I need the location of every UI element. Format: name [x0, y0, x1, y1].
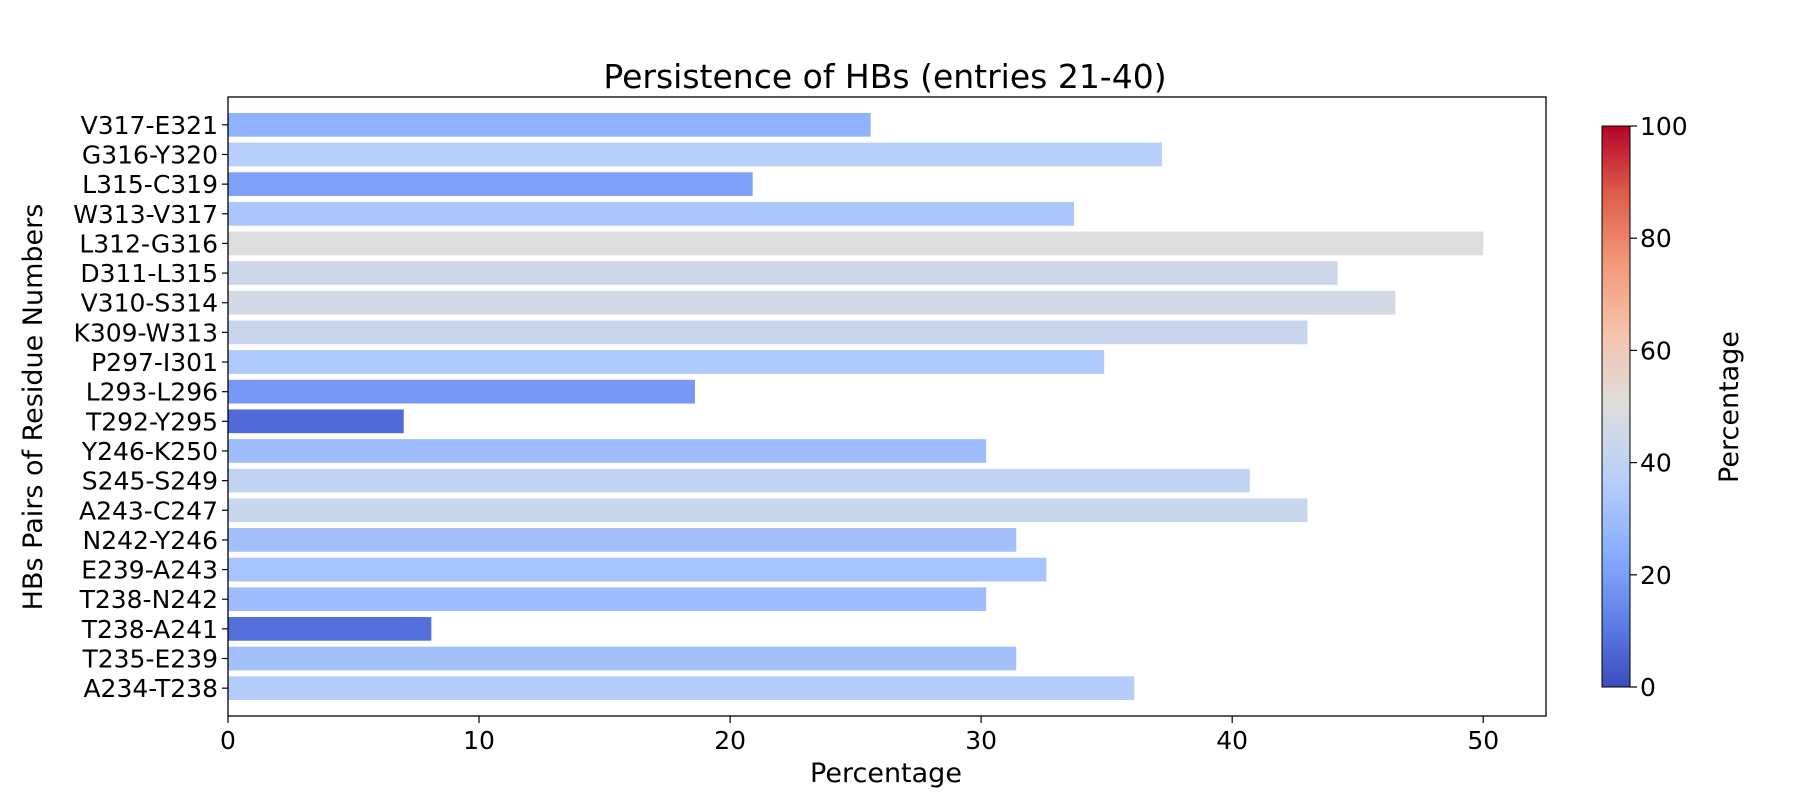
x-tick-label: 30 — [965, 726, 997, 755]
x-tick-label: 50 — [1467, 726, 1499, 755]
bar-g316-y320 — [228, 142, 1162, 167]
x-tick-label: 20 — [714, 726, 746, 755]
colorbar-tick-label: 60 — [1640, 336, 1672, 365]
y-tick-label: T235-E239 — [81, 645, 218, 674]
bar-n242-y246 — [228, 528, 1017, 552]
y-tick-label: Y246-K250 — [81, 437, 218, 466]
y-tick-label: N242-Y246 — [83, 526, 218, 555]
bar-t238-n242 — [228, 587, 987, 612]
colorbar-tick-label: 0 — [1640, 673, 1656, 702]
bar-t238-a241 — [228, 617, 432, 641]
bar-e239-a243 — [228, 557, 1047, 582]
y-tick-label: A243-C247 — [79, 496, 218, 525]
bar-t235-e239 — [228, 646, 1017, 671]
x-axis-label: Percentage — [810, 758, 962, 789]
y-tick-label: T238-N242 — [79, 585, 218, 614]
y-axis-label: HBs Pairs of Residue Numbers — [18, 204, 49, 611]
bar-l312-g316 — [228, 231, 1484, 256]
bar-a243-c247 — [228, 498, 1308, 523]
bar-t292-y295 — [228, 409, 404, 434]
bar-k309-w313 — [228, 320, 1308, 345]
y-tick-label: L312-G316 — [79, 229, 218, 258]
y-tick-label: S245-S249 — [82, 467, 218, 496]
bar-w313-v317 — [228, 201, 1075, 226]
y-tick-label: D311-L315 — [80, 259, 218, 288]
y-axis: A234-T238T235-E239T238-A241T238-N242E239… — [73, 111, 228, 703]
bar-a234-t238 — [228, 676, 1135, 701]
x-axis: 0 10 20 30 40 50 — [220, 716, 1499, 755]
y-tick-label: L315-C319 — [82, 170, 218, 199]
colorbar-ticks: 0 20 40 60 80 100 — [1630, 112, 1688, 702]
colorbar — [1601, 125, 1631, 688]
y-tick-label: L293-L296 — [86, 378, 218, 407]
y-tick-label: V317-E321 — [81, 111, 218, 140]
bar-d311-l315 — [228, 261, 1338, 285]
bar-s245-s249 — [228, 468, 1250, 493]
colorbar-tick-label: 20 — [1640, 561, 1672, 590]
bar-l315-c319 — [228, 172, 753, 196]
y-tick-label: T292-Y295 — [85, 407, 218, 436]
bar-p297-i301 — [228, 350, 1105, 374]
y-tick-label: T238-A241 — [81, 615, 218, 644]
bar-v310-s314 — [228, 290, 1396, 315]
bar-y246-k250 — [228, 439, 987, 463]
colorbar-label: Percentage — [1714, 331, 1745, 483]
colorbar-tick-label: 100 — [1640, 112, 1688, 141]
plot-frame — [227, 96, 1547, 717]
x-tick-label: 0 — [220, 726, 236, 755]
y-tick-label: G316-Y320 — [82, 140, 218, 169]
y-tick-label: W313-V317 — [73, 200, 218, 229]
bars-group — [228, 112, 1484, 701]
colorbar-tick-label: 40 — [1640, 449, 1672, 478]
bar-l293-l296 — [228, 379, 695, 404]
y-tick-label: A234-T238 — [83, 674, 218, 703]
y-tick-label: E239-A243 — [81, 556, 218, 585]
y-tick-label: V310-S314 — [81, 289, 218, 318]
y-tick-label: P297-I301 — [91, 348, 218, 377]
x-tick-label: 40 — [1216, 726, 1248, 755]
x-tick-label: 10 — [463, 726, 495, 755]
bar-v317-e321 — [228, 112, 871, 137]
chart-title: Persistence of HBs (entries 21-40) — [603, 57, 1166, 96]
y-tick-label: K309-W313 — [73, 318, 218, 347]
colorbar-tick-label: 80 — [1640, 224, 1672, 253]
